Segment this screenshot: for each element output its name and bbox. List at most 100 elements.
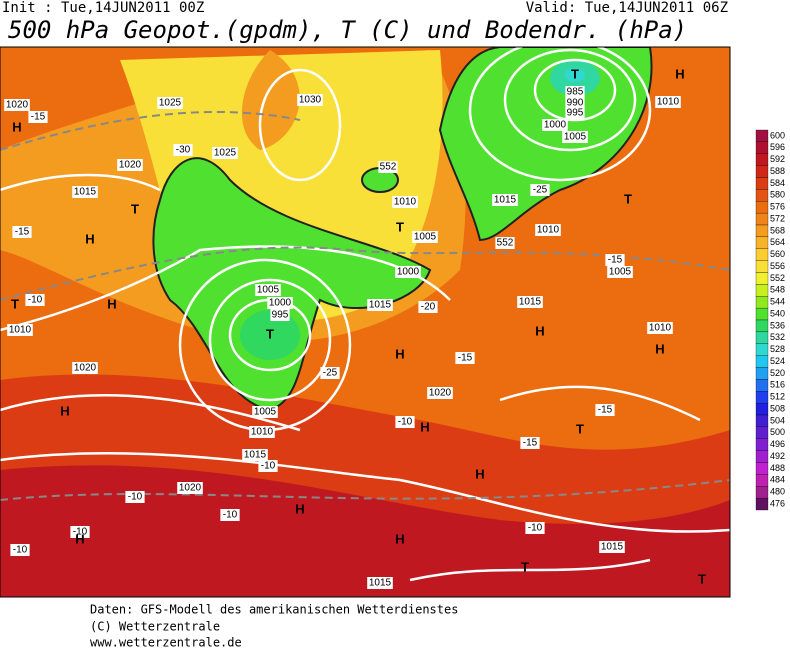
label-box bbox=[4, 99, 30, 111]
label-box bbox=[520, 437, 540, 449]
colorbar-label: 508 bbox=[770, 403, 785, 413]
label-box bbox=[517, 296, 543, 308]
colorbar-swatch bbox=[755, 284, 769, 297]
contour-label: -15 bbox=[598, 405, 613, 416]
contour-label: -30 bbox=[176, 145, 191, 156]
contour-label: 1005 bbox=[609, 267, 632, 278]
label-box bbox=[12, 226, 32, 238]
label-box bbox=[605, 254, 625, 266]
colorbar-label: 576 bbox=[770, 202, 785, 212]
colorbar-swatch bbox=[755, 319, 769, 333]
contour-label: 1015 bbox=[519, 297, 542, 308]
colorbar-swatch bbox=[755, 224, 769, 238]
contour-label: 1025 bbox=[214, 148, 237, 159]
label-box bbox=[392, 196, 418, 208]
colorbar-label: 592 bbox=[770, 154, 785, 164]
colorbar-label: 532 bbox=[770, 332, 785, 342]
pressure-center: H bbox=[85, 231, 94, 246]
pressure-center: H bbox=[295, 501, 304, 516]
label-box bbox=[125, 491, 145, 503]
contour-label: -10 bbox=[28, 295, 43, 306]
pressure-center: H bbox=[655, 341, 664, 356]
colorbar-swatch bbox=[755, 402, 769, 416]
colorbar-label: 556 bbox=[770, 261, 785, 271]
colorbar-label: 588 bbox=[770, 166, 785, 176]
label-box bbox=[70, 526, 90, 538]
colorbar-swatch bbox=[755, 379, 769, 392]
map-field bbox=[0, 46, 731, 598]
colorbar-label: 520 bbox=[770, 368, 785, 378]
colorbar-swatch bbox=[755, 248, 769, 261]
label-box bbox=[267, 297, 293, 309]
colorbar-swatch bbox=[755, 355, 769, 368]
colorbar-label: 548 bbox=[770, 285, 785, 295]
footer-line: www.wetterzentrale.de bbox=[90, 636, 242, 649]
label-box bbox=[252, 406, 278, 418]
colorbar-swatch bbox=[755, 201, 769, 214]
contour-label: 1020 bbox=[429, 388, 452, 399]
label-box bbox=[72, 362, 98, 374]
colorbar-swatch bbox=[755, 462, 769, 475]
pressure-center: H bbox=[675, 66, 684, 81]
contour-label: 1010 bbox=[537, 225, 560, 236]
contour-label: 1010 bbox=[394, 197, 417, 208]
label-box bbox=[599, 541, 625, 553]
label-box bbox=[367, 299, 393, 311]
pressure-center: T bbox=[624, 191, 632, 206]
colorbar-swatch bbox=[755, 141, 769, 154]
colorbar-label: 484 bbox=[770, 475, 785, 485]
contour-label: 1005 bbox=[414, 232, 437, 243]
colorbar-label: 540 bbox=[770, 308, 785, 318]
pressure-center: H bbox=[60, 403, 69, 418]
colorbar-swatch bbox=[755, 331, 769, 344]
label-box bbox=[655, 96, 681, 108]
contour-label: 1025 bbox=[159, 98, 182, 109]
pressure-center: H bbox=[535, 323, 544, 338]
colorbar-swatch bbox=[755, 307, 769, 321]
label-box bbox=[7, 324, 33, 336]
label-box bbox=[242, 449, 268, 461]
contour-label: 985 bbox=[567, 87, 584, 98]
label-box bbox=[28, 111, 48, 123]
contour-label: -20 bbox=[421, 302, 436, 313]
colorbar-swatch bbox=[755, 474, 769, 487]
contour-label: 1015 bbox=[244, 450, 267, 461]
contour-label: 552 bbox=[380, 162, 397, 173]
label-box bbox=[367, 577, 393, 589]
label-box bbox=[530, 184, 550, 196]
pressure-center: T bbox=[11, 296, 19, 311]
colorbar-swatch bbox=[755, 272, 769, 285]
label-box bbox=[492, 194, 518, 206]
colorbar-swatch bbox=[755, 165, 769, 178]
contour-label: 1000 bbox=[544, 120, 567, 131]
colorbar-swatch bbox=[755, 296, 769, 309]
contour-label: 1015 bbox=[369, 300, 392, 311]
contour-label: 990 bbox=[567, 98, 584, 109]
colorbar-swatch bbox=[755, 177, 769, 190]
contour-label: 1000 bbox=[269, 298, 292, 309]
label-box bbox=[10, 544, 30, 556]
colorbar-swatch bbox=[755, 212, 769, 226]
contour-label: 1020 bbox=[179, 483, 202, 494]
label-box bbox=[255, 284, 281, 296]
pressure-center: H bbox=[12, 119, 21, 134]
footer-line: (C) Wetterzentrale bbox=[90, 620, 220, 634]
contour-label: 1015 bbox=[74, 187, 97, 198]
colorbar-swatch bbox=[755, 497, 769, 511]
pressure-center: T bbox=[576, 421, 584, 436]
contour-label: -15 bbox=[458, 353, 473, 364]
map-title: 500 hPa Geopot.(gpdm), T (C) und Bodendr… bbox=[8, 16, 687, 44]
contour-label: 1020 bbox=[119, 160, 142, 171]
contour-label: 1005 bbox=[257, 285, 280, 296]
label-box bbox=[72, 186, 98, 198]
pressure-center: T bbox=[521, 559, 529, 574]
label-box bbox=[157, 97, 183, 109]
colorbar-swatch bbox=[755, 391, 769, 404]
contour-label: 1010 bbox=[657, 97, 680, 108]
contour-label: -10 bbox=[73, 527, 88, 538]
contour-label: -15 bbox=[608, 255, 623, 266]
label-box bbox=[378, 161, 398, 173]
label-box bbox=[320, 367, 340, 379]
label-box bbox=[595, 404, 615, 416]
